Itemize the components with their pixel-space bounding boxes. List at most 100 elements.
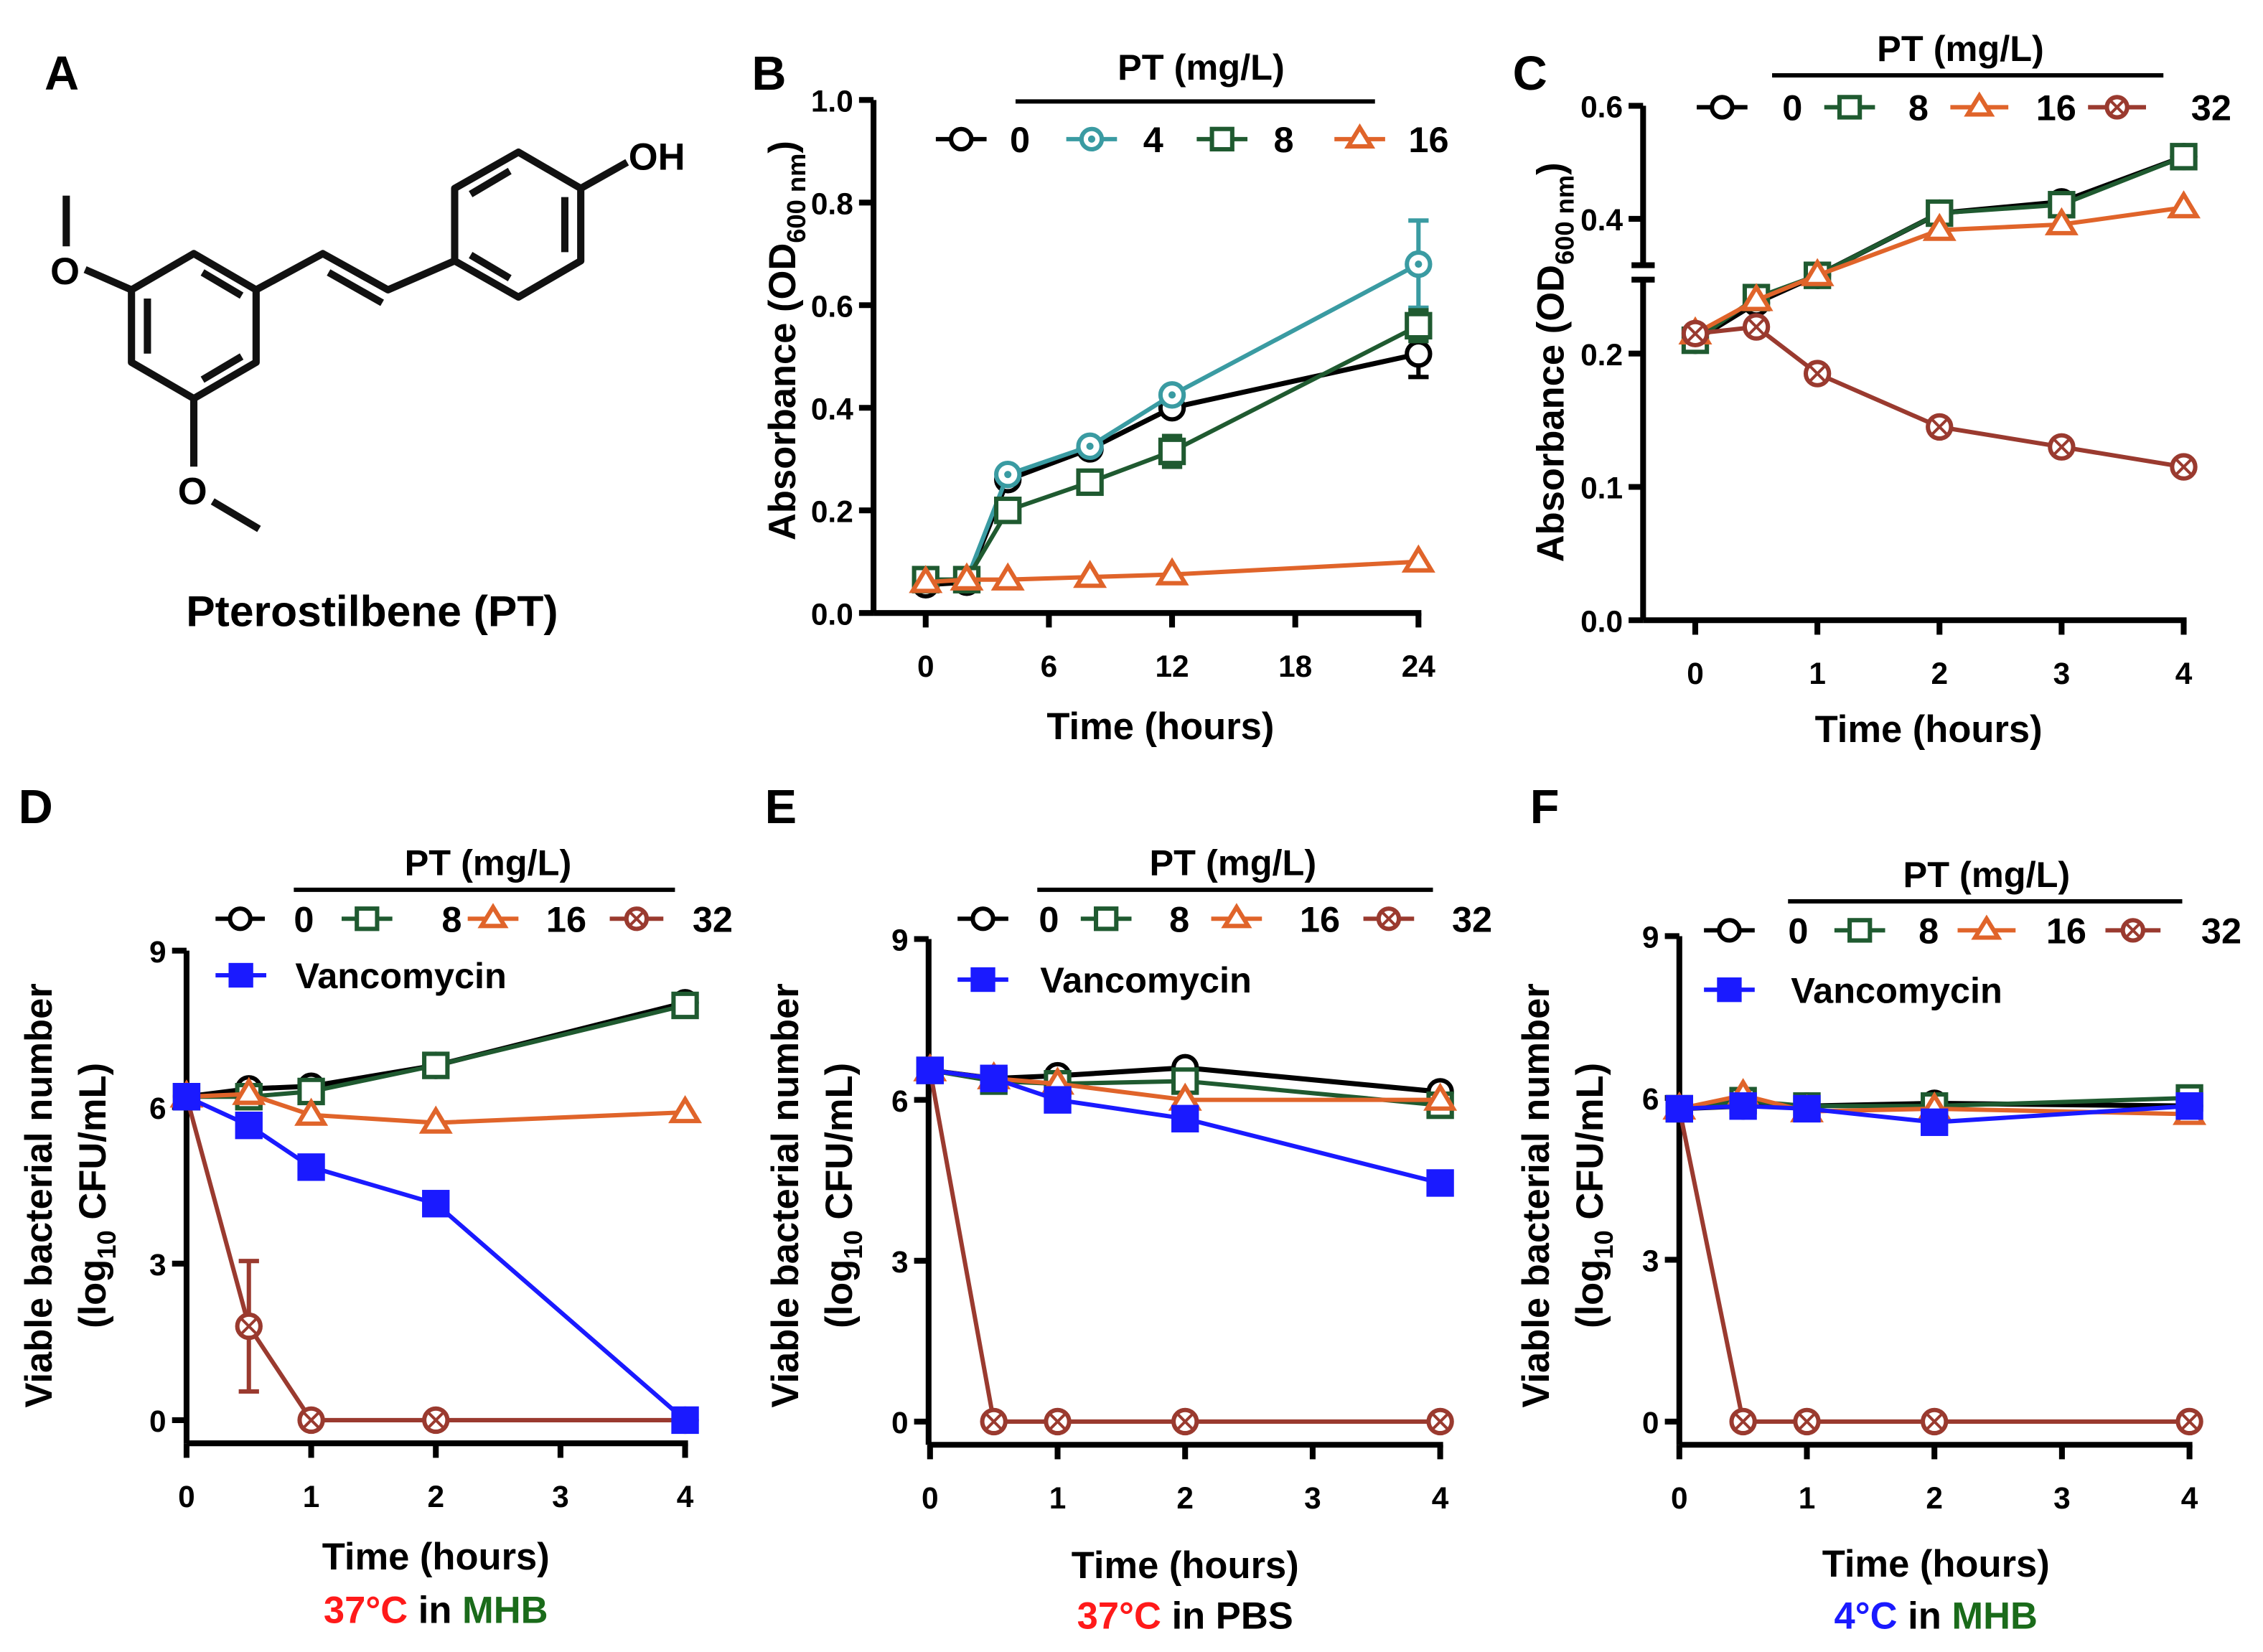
y-axis-title-main: Viable bacterial number [764, 983, 807, 1407]
left-ring-inner-bond [200, 353, 244, 383]
x-axis-title: Time (hours) [1815, 708, 2043, 751]
y-tick-label: 3 [1642, 1244, 1659, 1278]
data-point [1171, 1104, 1199, 1132]
marker-circle [1405, 339, 1433, 368]
y-tick-label: 9 [149, 935, 167, 969]
series-16 [909, 544, 1435, 593]
marker-triangle [990, 562, 1025, 591]
series-line [184, 1096, 685, 1422]
data-point [994, 460, 1022, 489]
y-axis-units-main: (log [818, 1259, 861, 1328]
condition-part: MHB [1952, 1595, 2038, 1638]
marker-x [428, 1412, 444, 1429]
marker-circle [970, 906, 995, 931]
legend-label: 0 [1788, 911, 1808, 952]
marker-circle [1710, 95, 1735, 120]
y-axis-units-subscript: 10 [92, 1230, 121, 1259]
x-tick-label: 3 [1304, 1481, 1321, 1515]
legend-label: 0 [1039, 898, 1059, 939]
series-32 [1681, 313, 2198, 481]
y-tick-label: 3 [891, 1245, 909, 1279]
x-tick-label: 0 [1671, 1481, 1688, 1515]
marker-triangle [1423, 1082, 1458, 1111]
data-point [235, 1112, 263, 1140]
marker-triangle [477, 903, 509, 929]
legend-label: 16 [1408, 119, 1448, 160]
data-point [1921, 1108, 1949, 1136]
x-tick-label: 0 [922, 1481, 939, 1515]
data-point [1739, 283, 1774, 311]
data-point [671, 1406, 699, 1435]
panel-f: F 0 1 2 3 4 0 3 6 9 Time (hours) Viable bacterial n… [1515, 781, 2241, 1638]
panel-letter-c: C [1513, 47, 1547, 100]
legend-item: 8 [1834, 911, 1939, 952]
y-axis-title: Absorbance (OD600 nm) [762, 141, 811, 540]
data-point [1729, 1407, 1757, 1436]
legend: PT (mg/L) 0 4 8 16 [935, 47, 1449, 160]
marker-square [1921, 1108, 1949, 1136]
legend-item: 0 [957, 898, 1059, 939]
legend-label: 4 [1143, 119, 1163, 160]
axes [1629, 103, 2187, 635]
legend-label: 16 [546, 898, 586, 939]
marker-triangle [2166, 190, 2201, 219]
data-point [1729, 1092, 1757, 1120]
data-point [422, 1406, 450, 1435]
series-line [186, 1000, 686, 1099]
axes [858, 97, 1422, 628]
panel-letter-f: F [1530, 781, 1560, 834]
legend-item: 0 [935, 119, 1030, 160]
legend-label: 8 [1918, 911, 1939, 952]
legend-label: 8 [441, 898, 461, 939]
y-axis-title-end: ) [762, 141, 804, 153]
data-point [1426, 1169, 1454, 1197]
data-point [1073, 560, 1107, 588]
y-tick-label: 0.2 [1580, 338, 1623, 372]
marker-square [1209, 126, 1234, 152]
marker-square [1729, 1092, 1757, 1120]
axes [1664, 933, 2193, 1460]
y-tick-label: 0 [891, 1406, 909, 1440]
legend-item: 16 [467, 898, 586, 939]
marker-triangle [1344, 123, 1376, 149]
data-point [297, 1153, 325, 1181]
condition-label: 4°C in MHB [1834, 1595, 2038, 1638]
data-point [1155, 557, 1189, 586]
marker-triangle [1155, 557, 1189, 586]
marker-x [1931, 418, 1948, 436]
methyl-bottom [210, 498, 261, 532]
condition-part: 4°C [1834, 1595, 1897, 1638]
x-tick-label: 4 [2175, 657, 2193, 690]
y-tick-label: 6 [149, 1092, 167, 1125]
marker-x [1799, 1413, 1815, 1430]
panel-b: B 0 6 12 18 24 0.0 0.2 0.4 0.6 0.8 1.0 Time (hours) A… [751, 47, 1448, 748]
legend-label: 0 [1782, 88, 1802, 128]
marker-triangle [950, 562, 984, 591]
legend: PT (mg/L) 0 8 16 32 Vancomycin [957, 843, 1492, 1000]
y-axis-title-end: ) [1529, 162, 1572, 174]
y-axis-units-end: CFU/mL) [818, 1063, 861, 1230]
y-tick-label: 0.4 [811, 392, 853, 426]
marker-x [2181, 1413, 2198, 1430]
panel-a-structure: A OH O O Pterostilbene (PT) [44, 47, 685, 635]
marker-square [2170, 143, 2198, 171]
y-tick-label: 0.2 [811, 494, 853, 528]
marker-triangle [232, 1076, 266, 1105]
data-point [671, 991, 699, 1020]
compound-name: Pterostilbene (PT) [186, 586, 558, 635]
y-axis-title-main: Absorbance (OD [1529, 265, 1572, 562]
y-tick-label: 9 [891, 924, 909, 957]
legend-title: PT (mg/L) [1118, 47, 1285, 88]
marker-triangle [1221, 903, 1252, 929]
legend: PT (mg/L) 0 8 16 32 [1697, 28, 2231, 128]
marker-x [1432, 1413, 1448, 1430]
legend-item: 32 [1363, 898, 1492, 939]
legend-title: PT (mg/L) [1903, 854, 2071, 895]
series-vancomycin [172, 1083, 699, 1435]
y-axis-units-main: (log [72, 1259, 114, 1328]
marker-square [228, 962, 253, 988]
right-ring-inner-bond [469, 252, 512, 282]
legend-item: 32 [2088, 88, 2231, 128]
data-point [1803, 360, 1832, 388]
x-axis-title: Time (hours) [1046, 705, 1274, 748]
